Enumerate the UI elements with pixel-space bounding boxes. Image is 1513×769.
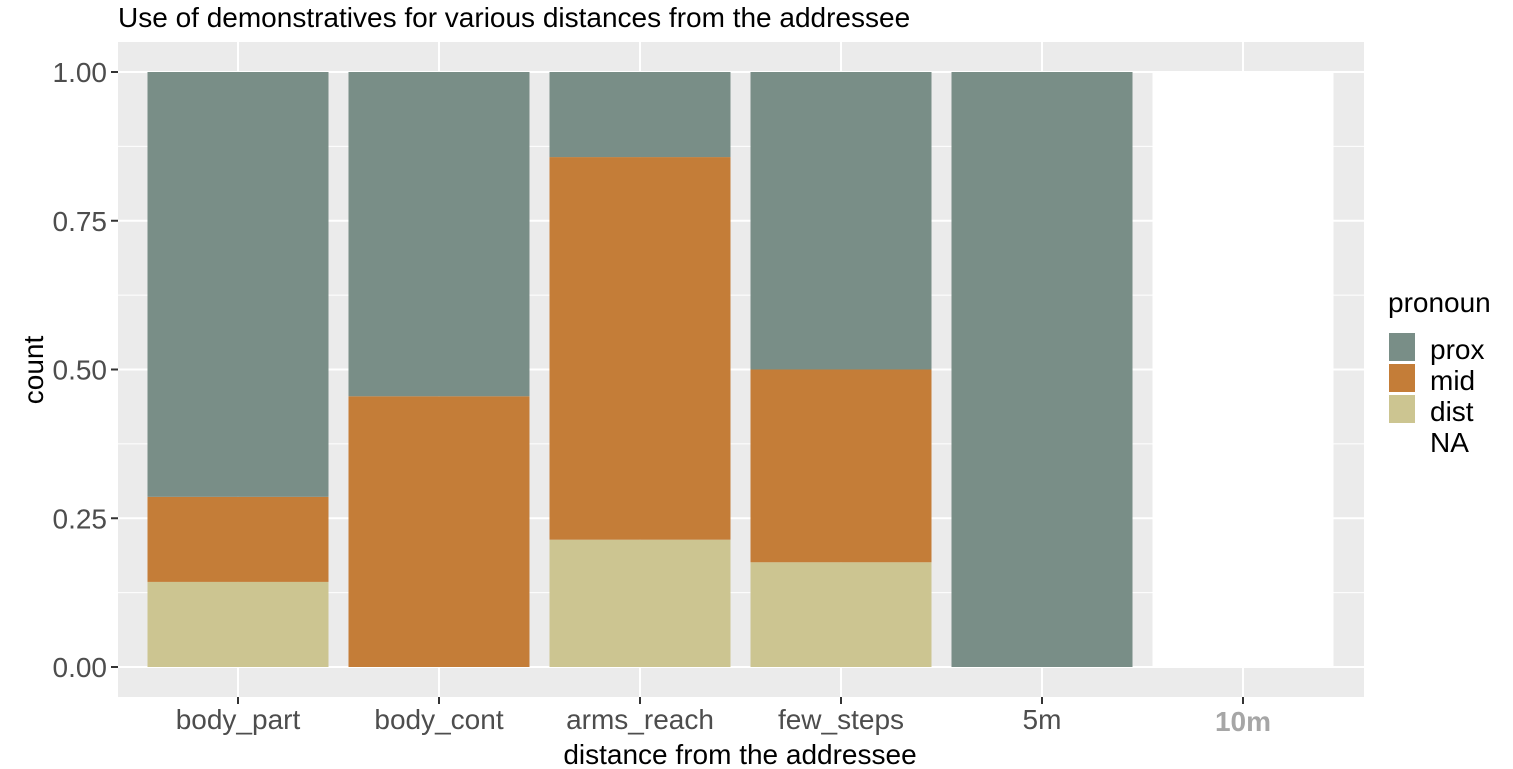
legend-label-mid: mid xyxy=(1430,365,1475,396)
bar-body_part-dist xyxy=(147,581,329,667)
bars xyxy=(147,72,1334,667)
x-tick-label-body_part: body_part xyxy=(176,704,301,735)
legend-key-prox xyxy=(1389,333,1415,361)
y-tick-label: 0.25 xyxy=(53,503,108,534)
bar-few_steps-mid xyxy=(750,369,932,563)
y-tick-label: 0.75 xyxy=(53,206,108,237)
bar-few_steps-dist xyxy=(750,562,932,667)
y-tick-label: 0.00 xyxy=(53,652,108,683)
bar-body_cont-mid xyxy=(348,396,530,667)
x-tick-label-5m: 5m xyxy=(1023,704,1062,735)
bar-arms_reach-prox xyxy=(549,72,731,158)
y-axis-title: count xyxy=(18,336,49,405)
x-axis-title: distance from the addressee xyxy=(563,739,916,769)
legend-label-dist: dist xyxy=(1430,396,1474,427)
legend-label-prox: prox xyxy=(1430,334,1484,365)
bar-body_part-mid xyxy=(147,496,329,582)
y-tick-label: 0.50 xyxy=(53,355,108,386)
legend-label-NA: NA xyxy=(1430,427,1469,458)
chart-title: Use of demonstratives for various distan… xyxy=(118,2,910,33)
bar-few_steps-prox xyxy=(750,72,932,370)
y-axis: 0.00 0.25 0.50 0.75 1.00 xyxy=(53,57,118,683)
legend-key-NA xyxy=(1389,426,1415,454)
x-tick-label-arms_reach: arms_reach xyxy=(566,704,714,735)
bar-10m-NA xyxy=(1152,72,1334,667)
legend-key-dist xyxy=(1389,395,1415,423)
legend-title: pronoun xyxy=(1388,287,1491,318)
y-tick-label: 1.00 xyxy=(53,57,108,88)
bar-arms_reach-mid xyxy=(549,157,731,540)
bar-body_part-prox xyxy=(147,72,329,497)
legend-key-mid xyxy=(1389,364,1415,392)
x-axis: body_part body_cont arms_reach few_steps 5m 1… xyxy=(176,697,1271,737)
x-tick-label-10m: 10m xyxy=(1215,706,1271,737)
bar-body_cont-prox xyxy=(348,72,530,397)
x-tick-label-body_cont: body_cont xyxy=(374,704,503,735)
bar-arms_reach-dist xyxy=(549,539,731,667)
x-tick-label-few_steps: few_steps xyxy=(778,704,904,735)
bar-5m-prox xyxy=(951,72,1133,667)
